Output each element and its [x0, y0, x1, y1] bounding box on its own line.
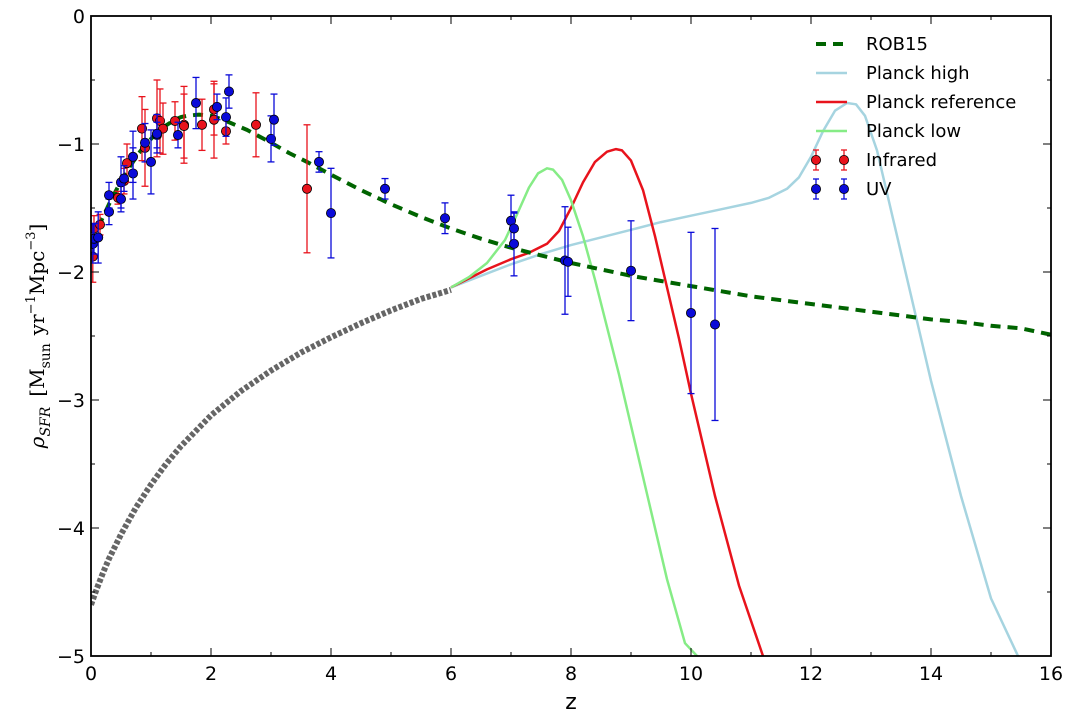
uv-marker — [710, 319, 721, 330]
uv-point — [686, 231, 697, 395]
x-tick-label: 0 — [85, 663, 97, 685]
uv-marker — [104, 190, 115, 201]
uv-point — [268, 93, 279, 146]
x-tick-label: 14 — [919, 663, 943, 685]
legend-label: UV — [866, 179, 892, 200]
uv-marker — [190, 98, 201, 109]
uv-point — [626, 220, 637, 322]
legend-marker — [811, 154, 822, 165]
uv-marker — [127, 151, 138, 162]
legend-label: Planck high — [866, 63, 970, 84]
uv-marker — [93, 232, 104, 243]
uv-point — [119, 165, 130, 193]
legend-marker — [811, 183, 822, 194]
x-tick-label: 10 — [679, 663, 703, 685]
uv-marker — [439, 213, 450, 224]
uv-marker — [211, 101, 222, 112]
uv-marker — [145, 156, 156, 167]
y-tick-label: −5 — [57, 646, 85, 668]
infrared-marker — [95, 219, 106, 230]
infrared-point — [196, 98, 207, 152]
legend-item-infrared: Infrared — [811, 149, 937, 171]
uv-marker — [151, 128, 162, 139]
uv-marker — [139, 137, 150, 148]
legend-marker — [839, 154, 850, 165]
uv-point — [172, 121, 183, 149]
uv-marker — [325, 208, 336, 219]
legend-label: ROB15 — [866, 34, 928, 55]
series-line-planck-reference — [450, 147, 767, 656]
uv-marker — [119, 173, 130, 184]
legend-item-planck-high: Planck high — [816, 63, 970, 84]
x-tick-label: 12 — [799, 663, 823, 685]
infrared-marker — [196, 119, 207, 130]
plot-area — [91, 74, 1051, 656]
uv-point — [508, 212, 519, 245]
y-tick-label: −4 — [57, 518, 85, 540]
y-tick-label: −3 — [57, 390, 85, 412]
uv-point — [379, 177, 390, 200]
uv-point — [190, 76, 201, 130]
uv-point — [127, 130, 138, 184]
uv-marker — [563, 256, 574, 267]
uv-marker — [626, 265, 637, 276]
infrared-point — [154, 88, 165, 154]
series-line-planck-low — [450, 167, 699, 656]
uv-marker — [379, 183, 390, 194]
infrared-point — [301, 124, 312, 254]
legend-label: Infrared — [866, 150, 937, 171]
uv-marker — [268, 114, 279, 125]
uv-marker — [313, 156, 324, 167]
axes: 0 2 4 6 8 10 12 14 16 0 −1 −2 −3 −4 −5 — [57, 6, 1063, 685]
uv-marker — [265, 133, 276, 144]
y-tick-label: −1 — [57, 134, 85, 156]
uv-point — [145, 129, 156, 195]
legend-item-planck-reference: Planck reference — [816, 92, 1016, 113]
infrared-point — [178, 93, 189, 159]
uv-point — [223, 74, 234, 109]
uv-point — [325, 167, 336, 259]
uv-point — [710, 227, 721, 422]
uv-point — [211, 93, 222, 121]
infrared-marker — [178, 121, 189, 132]
legend-item-planck-low: Planck low — [816, 121, 961, 142]
uv-marker — [686, 307, 697, 318]
legend-label: Planck low — [866, 121, 961, 142]
uv-marker — [508, 223, 519, 234]
x-axis-label: z — [565, 690, 577, 715]
x-tick-label: 6 — [445, 663, 457, 685]
uv-point — [93, 211, 104, 264]
infrared-marker — [169, 115, 180, 126]
x-tick-label: 8 — [565, 663, 577, 685]
x-tick-label: 16 — [1039, 663, 1063, 685]
y-axis-label: ρSFR[Msunyr−1Mpc−3] — [24, 224, 54, 450]
infrared-marker — [250, 119, 261, 130]
uv-point — [104, 181, 115, 209]
uv-point — [220, 97, 231, 137]
uv-point — [151, 113, 162, 154]
legend: ROB15 Planck high Planck reference Planck l… — [811, 34, 1016, 200]
legend-marker — [839, 183, 850, 194]
uv-point — [313, 151, 324, 173]
uv-marker — [220, 112, 231, 123]
x-tick-label: 2 — [205, 663, 217, 685]
legend-item-uv: UV — [811, 178, 892, 200]
series-line-extrapolation — [91, 287, 452, 606]
uv-point — [104, 198, 115, 226]
legend-item-rob15: ROB15 — [816, 34, 928, 55]
y-tick-label: −2 — [57, 262, 85, 284]
series-line-planck-high — [450, 101, 1020, 656]
uv-marker — [172, 130, 183, 141]
uv-marker — [223, 86, 234, 97]
x-tick-label: 4 — [325, 663, 337, 685]
infrared-marker — [301, 183, 312, 194]
legend-label: Planck reference — [866, 92, 1016, 113]
y-tick-label: 0 — [73, 6, 85, 28]
uv-point — [563, 226, 574, 297]
uv-point — [439, 202, 450, 235]
infrared-point — [250, 92, 261, 158]
svg-text:ρSFR[Msunyr−1Mpc−3]: ρSFR[Msunyr−1Mpc−3] — [24, 224, 54, 450]
